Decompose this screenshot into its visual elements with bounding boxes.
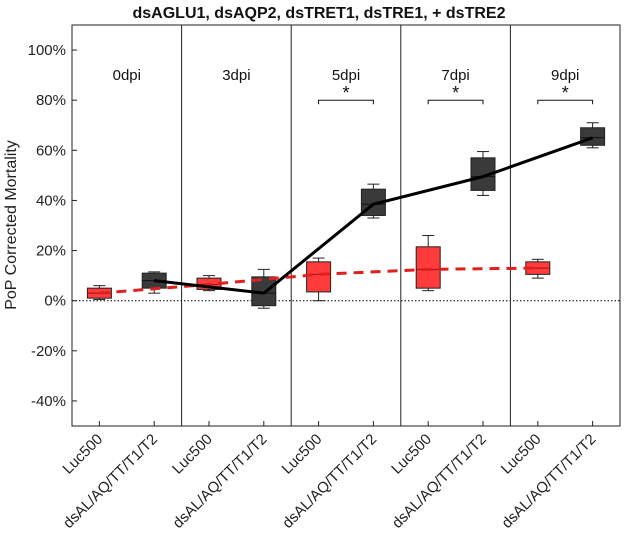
significance-star: *: [562, 83, 569, 103]
significance-bracket: [318, 99, 374, 105]
y-tick-label: 40%: [36, 192, 66, 209]
panel-label: 7dpi: [441, 67, 469, 84]
box-iqr: [580, 127, 606, 146]
x-category-label: dsAL/AQ/TT/T1/T2: [389, 431, 490, 532]
panel-label: 9dpi: [551, 67, 579, 84]
y-tick-label: 100%: [28, 42, 66, 59]
y-tick-label: 60%: [36, 142, 66, 159]
x-category-label: dsAL/AQ/TT/T1/T2: [170, 431, 271, 532]
plot-area: -40%-20%0%20%40%60%80%100%Luc500dsAL/AQ/…: [28, 24, 621, 532]
x-category-label: Luc500: [498, 431, 545, 478]
y-tick-label: 0%: [44, 293, 66, 310]
significance-star: *: [452, 83, 459, 103]
significance-bracket: [427, 99, 484, 105]
significance-bracket: [537, 99, 594, 105]
x-category-label: Luc500: [59, 431, 106, 478]
significance-star: *: [342, 83, 349, 103]
panel-label: 3dpi: [222, 67, 250, 84]
x-category-label: dsAL/AQ/TT/T1/T2: [60, 431, 161, 532]
x-category-label: Luc500: [169, 431, 216, 478]
chart-title: dsAGLU1, dsAQP2, dsTRET1, dsTRE1, + dsTR…: [133, 5, 506, 22]
panel-label: 5dpi: [332, 67, 360, 84]
y-tick-label: -40%: [31, 393, 66, 410]
x-category-label: dsAL/AQ/TT/T1/T2: [279, 431, 380, 532]
panel-label: 0dpi: [113, 67, 141, 84]
x-category-label: Luc500: [388, 431, 435, 478]
axes-frame: [71, 24, 621, 427]
box-iqr: [306, 261, 332, 293]
trend-line: [154, 136, 594, 295]
x-category-label: dsAL/AQ/TT/T1/T2: [498, 431, 599, 532]
x-category-label: Luc500: [279, 431, 326, 478]
box-iqr: [415, 246, 441, 289]
y-tick-label: -20%: [31, 343, 66, 360]
trend-line: [99, 266, 538, 295]
y-tick-label: 20%: [36, 243, 66, 260]
y-axis-label: PoP Corrected Mortality: [3, 140, 20, 310]
y-tick-label: 80%: [36, 92, 66, 109]
